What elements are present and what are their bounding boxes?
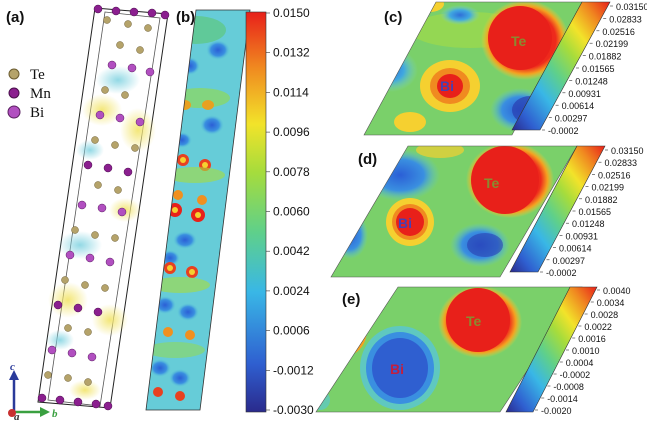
colorbar-tick-label: -0.0002 (548, 126, 579, 136)
panel-b-border (145, 9, 251, 411)
colorbar-tick-label: 0.02833 (609, 14, 642, 24)
legend-mn-swatch (8, 87, 20, 99)
colorbar-tick-label: 0.02199 (596, 39, 629, 49)
legend-bi-swatch (7, 105, 21, 119)
panel-d-te-label: Te (484, 175, 500, 191)
panel-a-structure: (a) (6, 4, 170, 423)
colorbar-e-ticks: 0.0040 0.0034 0.0028 0.0022 0.0016 0.0010 0.00… (535, 286, 631, 416)
contour-pattern (146, 16, 230, 401)
atom-legend: Te Mn Bi (7, 67, 51, 121)
panel-c-te-label: Te (511, 33, 527, 49)
panel-e-bi-label: Bi (390, 361, 404, 377)
colorbar-d-ticks: 0.03150 0.02833 0.02516 0.02199 0.01882 0.015… (540, 146, 644, 278)
panel-d-bi-label: Bi (398, 215, 412, 231)
colorbar-tick-label: 0.00614 (559, 244, 592, 254)
colorbar-tick-label: 0.0096 (273, 125, 310, 139)
colorbar-tick-label: -0.0012 (273, 363, 314, 377)
colorbar-tick-label: 0.03150 (616, 2, 647, 12)
colorbar-tick-label: 0.02199 (592, 183, 625, 193)
colorbar-tick-label: 0.0024 (273, 284, 310, 298)
legend-mn-label: Mn (30, 86, 51, 102)
colorbar-tick-label: 0.0060 (273, 205, 310, 219)
colorbar-c (511, 1, 611, 131)
colorbar-b-ticks: 0.0150 0.0132 0.0114 0.0096 0.0078 0.0060 0.00… (266, 6, 314, 417)
colorbar-tick-label: 0.00931 (566, 231, 599, 241)
colorbar-c-ticks: 0.03150 0.02833 0.02516 0.02199 0.01882 0.015… (542, 2, 647, 136)
colorbar-tick-label: -0.0030 (273, 403, 314, 417)
panel-e-te-label: Te (466, 313, 482, 329)
colorbar-tick-label: 0.02833 (605, 158, 638, 168)
panel-b-contour: (b) 0.0150 0.0132 0.0114 0.0096 0.0078 0.0060… (145, 6, 314, 417)
a-axis-dot (8, 409, 16, 417)
colorbar-tick-label: 0.0034 (597, 298, 625, 308)
colorbar-b (245, 11, 267, 413)
colorbar-tick-label: 0.01248 (572, 219, 605, 229)
colorbar-tick-label: 0.03150 (611, 146, 644, 156)
colorbar-tick-label: 0.01565 (582, 64, 615, 74)
colorbar-tick-label: 0.0022 (584, 322, 612, 332)
panel-d-label: (d) (358, 151, 377, 168)
colorbar-tick-label: 0.0078 (273, 165, 310, 179)
colorbar-tick-label: 0.02516 (598, 170, 631, 180)
axis-a-label: a (14, 411, 20, 423)
panel-b-label: (b) (176, 9, 195, 26)
legend-bi-label: Bi (30, 105, 44, 121)
colorbar-tick-label: -0.0008 (553, 382, 584, 392)
panel-e-contour: (e) Te Bi 0.0040 0.0034 0.0028 0.0022 0.0016… (315, 286, 631, 416)
colorbar-tick-label: -0.0002 (560, 370, 591, 380)
colorbar-tick-label: 0.0040 (603, 286, 631, 296)
legend-te-swatch (8, 68, 20, 80)
axis-b-label: b (52, 408, 58, 420)
colorbar-tick-label: 0.0016 (578, 334, 606, 344)
panel-c-contour: (c) Te Bi 0.031500.028330.025160.021990.… (363, 1, 647, 136)
colorbar-tick-label: 0.0132 (273, 46, 310, 60)
panel-d-contour: (d) Te Bi 0.031500.028330.025160.021990.… (330, 145, 644, 278)
colorbar-tick-label: 0.0028 (591, 310, 619, 320)
colorbar-e (505, 286, 598, 413)
colorbar-tick-label: 0.0042 (273, 244, 310, 258)
colorbar-tick-label: -0.0014 (547, 394, 578, 404)
panel-a-label: (a) (6, 9, 24, 26)
colorbar-tick-label: 0.00931 (568, 89, 601, 99)
colorbar-tick-label: 0.02516 (602, 27, 635, 37)
colorbar-tick-label: 0.0150 (273, 6, 310, 20)
colorbar-tick-label: -0.0002 (546, 268, 577, 278)
legend-te-label: Te (30, 67, 45, 83)
colorbar-tick-label: 0.0004 (566, 358, 594, 368)
colorbar-tick-label: -0.0020 (541, 406, 572, 416)
colorbar-tick-label: 0.01882 (585, 195, 618, 205)
colorbar-tick-label: 0.01882 (589, 52, 622, 62)
axis-triad: c b a (8, 361, 58, 423)
colorbar-tick-label: 0.00297 (555, 114, 588, 124)
colorbar-tick-label: 0.0114 (273, 85, 309, 99)
colorbar-tick-label: 0.01565 (579, 207, 612, 217)
colorbar-tick-label: 0.00297 (553, 256, 586, 266)
panel-e-label: (e) (342, 291, 360, 308)
colorbar-tick-label: 0.0010 (572, 346, 600, 356)
panel-c-label: (c) (384, 9, 402, 26)
axis-c-label: c (10, 361, 15, 373)
colorbar-d (509, 145, 606, 273)
colorbar-tick-label: 0.00614 (562, 101, 595, 111)
colorbar-tick-label: 0.01248 (575, 76, 608, 86)
atoms (37, 4, 170, 411)
panel-c-bi-label: Bi (440, 78, 454, 94)
unit-cell-back (47, 11, 161, 407)
colorbar-tick-label: 0.0006 (273, 324, 310, 338)
